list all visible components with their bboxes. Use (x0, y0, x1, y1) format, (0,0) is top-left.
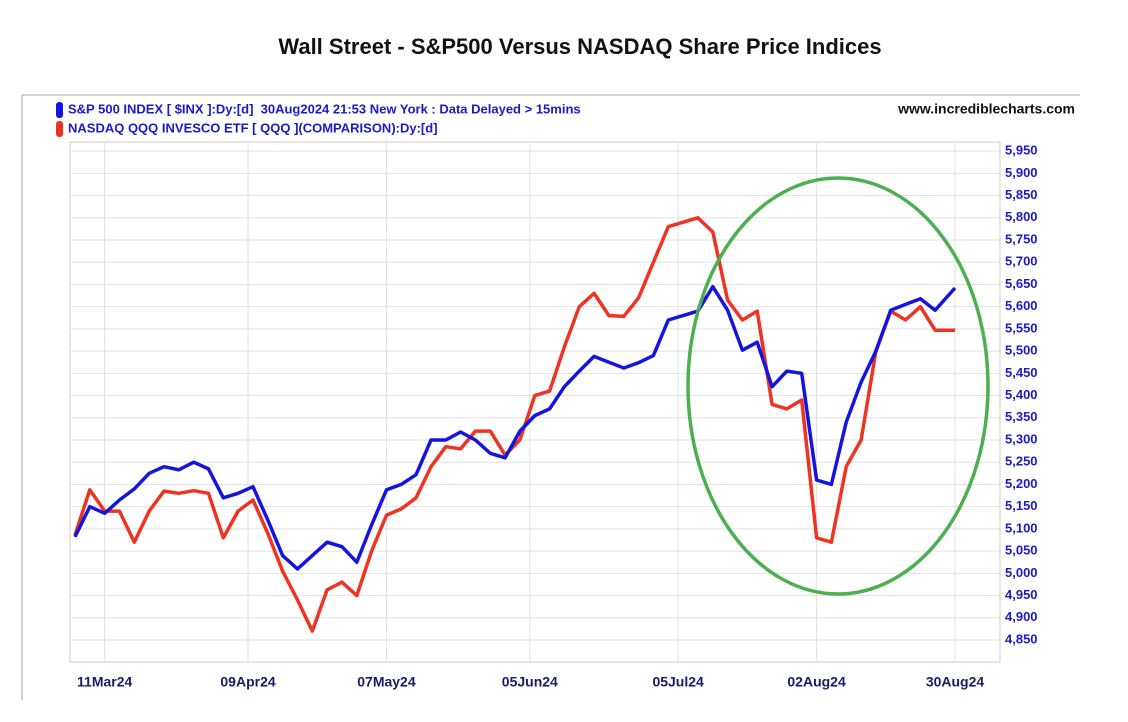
y-tick-label: 5,000 (1005, 565, 1038, 580)
y-tick-label: 5,650 (1005, 276, 1038, 291)
lines (73, 216, 957, 633)
y-tick-label: 4,900 (1005, 609, 1038, 624)
y-tick-label: 5,250 (1005, 454, 1038, 469)
legend-swatch (56, 121, 63, 137)
plot-frame (69, 141, 1001, 663)
y-tick-label: 4,850 (1005, 631, 1038, 646)
grid (70, 142, 1000, 662)
y-tick-label: 4,950 (1005, 587, 1038, 602)
x-tick-label: 07May24 (357, 674, 416, 690)
x-tick-label: 05Jun24 (502, 674, 558, 690)
y-tick-label: 5,550 (1005, 320, 1038, 335)
legend-label: NASDAQ QQQ INVESCO ETF [ QQQ ](COMPARISO… (68, 120, 438, 135)
chart-title: Wall Street - S&P500 Versus NASDAQ Share… (278, 34, 881, 59)
y-tick-label: 5,800 (1005, 209, 1038, 224)
x-tick-label: 05Jul24 (652, 674, 704, 690)
legend-swatch (56, 102, 63, 118)
y-tick-label: 5,150 (1005, 498, 1038, 513)
y-tick-label: 5,500 (1005, 343, 1038, 358)
y-tick-label: 5,300 (1005, 431, 1038, 446)
highlight-ellipse (686, 176, 990, 596)
y-tick-label: 5,900 (1005, 165, 1038, 180)
source-watermark: www.incrediblecharts.com (897, 101, 1075, 117)
x-tick-label: 02Aug24 (787, 674, 846, 690)
y-tick-label: 5,100 (1005, 520, 1038, 535)
series-line (73, 284, 957, 571)
y-tick-label: 5,850 (1005, 187, 1038, 202)
y-tick-label: 5,750 (1005, 231, 1038, 246)
y-tick-label: 5,950 (1005, 143, 1038, 158)
y-tick-label: 5,200 (1005, 476, 1038, 491)
y-tick-label: 5,050 (1005, 543, 1038, 558)
y-tick-label: 5,700 (1005, 254, 1038, 269)
legend-label: S&P 500 INDEX [ $INX ]:Dy:[d] 30Aug2024 … (68, 101, 581, 116)
legend: S&P 500 INDEX [ $INX ]:Dy:[d] 30Aug2024 … (56, 101, 581, 137)
x-tick-label: 30Aug24 (926, 674, 985, 690)
y-tick-label: 5,450 (1005, 365, 1038, 380)
series-line (73, 216, 955, 633)
y-tick-label: 5,400 (1005, 387, 1038, 402)
y-tick-label: 5,600 (1005, 298, 1038, 313)
x-tick-label: 09Apr24 (220, 674, 275, 690)
x-tick-label: 11Mar24 (77, 674, 132, 690)
y-tick-label: 5,350 (1005, 409, 1038, 424)
